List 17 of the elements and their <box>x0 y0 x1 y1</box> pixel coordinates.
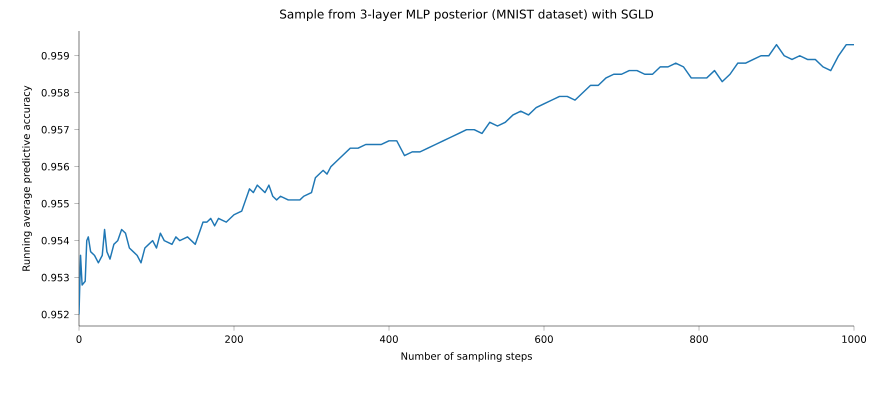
y-tick-label: 0.952 <box>42 310 69 318</box>
y-tick-label: 0.953 <box>42 274 69 282</box>
y-tick-label: 0.955 <box>42 200 69 208</box>
y-tick-label: 0.956 <box>42 162 69 170</box>
y-tick-label: 0.954 <box>42 236 70 244</box>
chart-title: Sample from 3-layer MLP posterior (MNIST dataset) with SGLD <box>280 9 654 21</box>
y-axis-title: Running average predictive accuracy <box>22 86 32 271</box>
x-tick-label: 600 <box>535 335 553 343</box>
x-tick-label: 0 <box>76 335 82 343</box>
x-tick-label: 800 <box>690 335 708 343</box>
y-tick-label: 0.959 <box>42 52 69 60</box>
y-tick-label: 0.957 <box>42 126 69 134</box>
y-tick-label: 0.958 <box>42 88 69 97</box>
x-tick-label: 200 <box>225 335 243 343</box>
x-axis-title: Number of sampling steps <box>402 352 532 362</box>
x-tick-label: 400 <box>380 335 398 343</box>
x-tick-label: 1000 <box>842 335 866 343</box>
